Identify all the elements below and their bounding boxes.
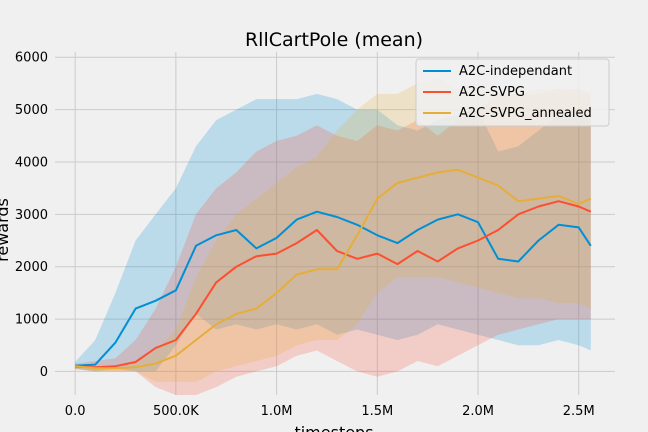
chart-title: RllCartPole (mean) — [245, 29, 423, 51]
x-tick-label: 1.5M — [361, 404, 393, 419]
legend: A2C-independant A2C-SVPG A2C-SVPG_anneal… — [415, 58, 610, 127]
y-tick-label: 0 — [40, 365, 48, 380]
legend-label-svpg-annealed: A2C-SVPG_annealed — [459, 106, 592, 121]
x-tick-label: 1.0M — [261, 404, 293, 419]
x-tick-label: 2.5M — [563, 404, 595, 419]
y-tick-label: 6000 — [15, 51, 48, 66]
x-tick-label: 500.0K — [153, 404, 199, 419]
confidence-bands — [75, 78, 591, 395]
series-line-a2c-svpg-annealed — [74, 168, 592, 370]
y-tick-label: 3000 — [15, 208, 48, 223]
legend-box — [415, 58, 610, 127]
y-tick-label: 4000 — [15, 155, 48, 170]
series-line-a2c-independant — [75, 210, 592, 367]
y-tick-label: 2000 — [15, 260, 48, 275]
x-axis-label: timesteps — [294, 423, 373, 432]
x-tick-label: 0.0 — [65, 404, 86, 419]
y-tick-label: 1000 — [15, 313, 48, 328]
tick-labels: 0 1000 2000 3000 4000 5000 6000 0.0 500.0K 1.0M 1.… — [15, 51, 595, 419]
x-tick-label: 2.0M — [462, 404, 494, 419]
series-lines — [74, 168, 592, 370]
legend-label-independant: A2C-independant — [459, 64, 572, 79]
series-line-a2c-svpg — [75, 200, 592, 369]
band-a2c-svpg-annealed — [75, 78, 591, 382]
band-a2c-svpg — [75, 88, 591, 395]
y-tick-label: 5000 — [15, 103, 48, 118]
y-axis-label: rewards — [0, 198, 12, 262]
legend-label-svpg: A2C-SVPG — [459, 85, 525, 100]
